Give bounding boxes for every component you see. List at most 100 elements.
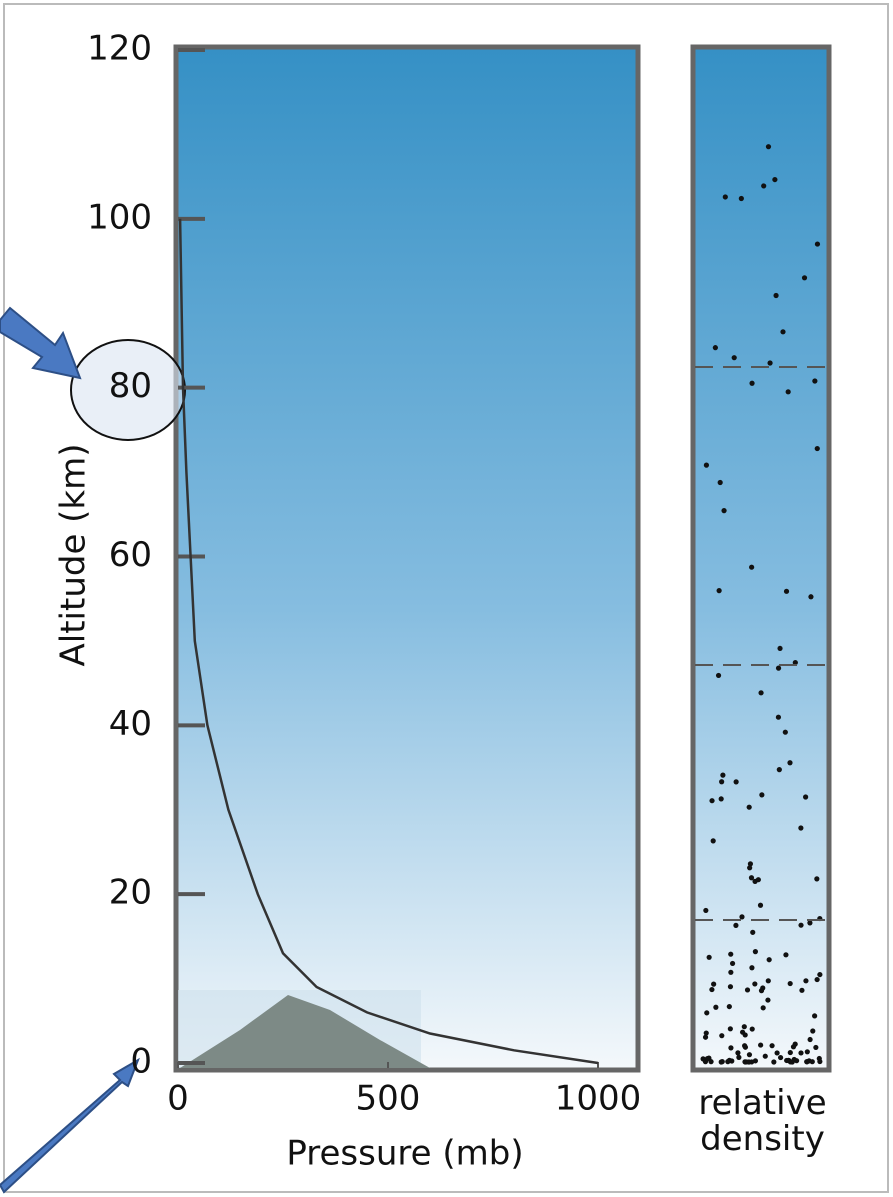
dot xyxy=(769,1043,774,1048)
dot xyxy=(746,1059,751,1064)
dot xyxy=(753,949,758,954)
dot xyxy=(747,865,752,870)
dot xyxy=(704,1010,709,1015)
dot xyxy=(776,666,781,671)
dot xyxy=(799,988,804,993)
dot xyxy=(752,981,757,986)
dot xyxy=(798,825,803,830)
dot xyxy=(766,978,771,983)
dot xyxy=(759,792,764,797)
dot xyxy=(727,1004,732,1009)
dot xyxy=(802,275,807,280)
dot xyxy=(749,965,754,970)
dot xyxy=(763,1054,768,1059)
dot xyxy=(734,779,739,784)
dot xyxy=(778,1055,783,1060)
dot xyxy=(776,715,781,720)
dot xyxy=(716,673,721,678)
dot xyxy=(791,1044,796,1049)
x-tick-label: 0 xyxy=(167,1079,189,1119)
dot xyxy=(759,988,764,993)
dot xyxy=(810,1028,815,1033)
dot xyxy=(747,1052,752,1057)
chart: Altitude (km) Pressure (mb) relative den… xyxy=(0,0,893,1197)
dot xyxy=(805,1049,810,1054)
dot xyxy=(740,1030,745,1035)
dot xyxy=(750,930,755,935)
y-tick-label: 120 xyxy=(87,29,152,69)
dot xyxy=(708,1059,713,1064)
dot xyxy=(767,957,772,962)
density-panel xyxy=(693,47,829,1070)
dot xyxy=(774,1050,779,1055)
dot xyxy=(798,1050,803,1055)
dot xyxy=(728,970,733,975)
dot xyxy=(728,1026,733,1031)
dot xyxy=(739,196,744,201)
dot xyxy=(766,144,771,149)
dot xyxy=(783,952,788,957)
dot xyxy=(704,463,709,468)
dot xyxy=(815,977,820,982)
y-tick-label: 60 xyxy=(109,535,152,575)
dot xyxy=(806,1058,811,1063)
dot xyxy=(767,360,772,365)
dot xyxy=(780,329,785,334)
dot xyxy=(703,908,708,913)
dot xyxy=(813,1045,818,1050)
dot xyxy=(720,773,725,778)
dot xyxy=(817,1059,822,1064)
dot xyxy=(788,1050,793,1055)
dot xyxy=(701,1056,706,1061)
dot xyxy=(721,508,726,513)
dot xyxy=(761,183,766,188)
dot xyxy=(707,955,712,960)
y-axis-label: Altitude (km) xyxy=(54,443,94,666)
dot xyxy=(718,480,723,485)
dot xyxy=(815,446,820,451)
dot xyxy=(815,241,820,246)
dot xyxy=(709,987,714,992)
dot xyxy=(814,876,819,881)
dot xyxy=(812,378,817,383)
dot xyxy=(733,923,738,928)
dot xyxy=(786,389,791,394)
dot xyxy=(742,1043,747,1048)
panel-label: relative density xyxy=(680,1085,845,1157)
x-tick-label: 500 xyxy=(356,1079,421,1119)
dot xyxy=(723,194,728,199)
arrow xyxy=(0,308,80,378)
x-axis-label: Pressure (mb) xyxy=(286,1134,523,1174)
dot xyxy=(758,903,763,908)
dot xyxy=(749,381,754,386)
dot xyxy=(750,1026,755,1031)
dot xyxy=(717,588,722,593)
dot xyxy=(777,646,782,651)
dot xyxy=(719,779,724,784)
dot xyxy=(711,838,716,843)
y-tick-label: 0 xyxy=(130,1042,152,1082)
dot xyxy=(749,565,754,570)
dot xyxy=(728,1045,733,1050)
dot xyxy=(803,794,808,799)
dot xyxy=(728,952,733,957)
dot xyxy=(736,1055,741,1060)
dot xyxy=(812,1013,817,1018)
dot xyxy=(758,690,763,695)
dot xyxy=(771,1059,776,1064)
dot xyxy=(788,981,793,986)
dot xyxy=(772,177,777,182)
dot xyxy=(756,877,761,882)
dot xyxy=(765,997,770,1002)
dot xyxy=(730,961,735,966)
dot xyxy=(704,1030,709,1035)
y-tick-label: 40 xyxy=(109,704,152,744)
dot xyxy=(808,1037,813,1042)
dot xyxy=(784,1058,789,1063)
dot xyxy=(728,984,733,989)
plot-area xyxy=(176,47,638,1070)
y-tick-label: 80 xyxy=(109,366,152,406)
dot xyxy=(798,923,803,928)
x-tick-label: 1000 xyxy=(555,1079,642,1119)
dot xyxy=(719,1033,724,1038)
